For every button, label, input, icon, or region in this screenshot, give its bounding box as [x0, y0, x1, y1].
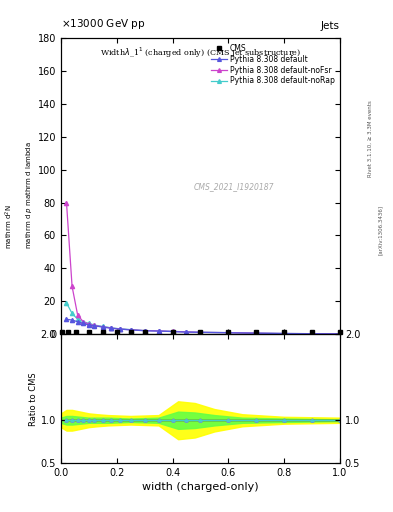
Text: Rivet 3.1.10, ≥ 3.3M events: Rivet 3.1.10, ≥ 3.3M events	[368, 100, 373, 177]
CMS	[114, 329, 119, 335]
Pythia 8.308 default-noFsr	[338, 331, 342, 337]
Pythia 8.308 default-noRap	[64, 300, 69, 306]
Pythia 8.308 default-noRap	[310, 331, 314, 337]
Line: Pythia 8.308 default-noFsr: Pythia 8.308 default-noFsr	[64, 201, 342, 336]
Pythia 8.308 default-noRap	[338, 331, 342, 337]
Pythia 8.308 default-noRap	[142, 328, 147, 334]
Pythia 8.308 default-noFsr	[117, 326, 122, 332]
Pythia 8.308 default-noRap	[117, 326, 122, 332]
CMS	[66, 329, 70, 335]
Pythia 8.308 default-noFsr	[142, 328, 147, 334]
Pythia 8.308 default-noRap	[70, 310, 74, 316]
Pythia 8.308 default	[101, 324, 105, 330]
Pythia 8.308 default-noFsr	[70, 283, 74, 289]
Line: Pythia 8.308 default-noRap: Pythia 8.308 default-noRap	[64, 301, 342, 336]
Text: Width$\lambda$_1$^1$ (charged only) (CMS jet substructure): Width$\lambda$_1$^1$ (charged only) (CMS…	[100, 46, 301, 60]
Pythia 8.308 default	[338, 331, 342, 337]
Pythia 8.308 default	[226, 330, 231, 336]
Pythia 8.308 default-noRap	[86, 321, 91, 327]
Pythia 8.308 default	[81, 321, 86, 327]
Pythia 8.308 default	[86, 322, 91, 328]
CMS	[282, 329, 286, 335]
Pythia 8.308 default	[184, 329, 189, 335]
X-axis label: width (charged-only): width (charged-only)	[142, 482, 259, 493]
Pythia 8.308 default-noRap	[81, 318, 86, 325]
Pythia 8.308 default-noFsr	[64, 200, 69, 206]
Pythia 8.308 default	[70, 317, 74, 323]
Pythia 8.308 default-noFsr	[184, 329, 189, 335]
Pythia 8.308 default-noFsr	[92, 323, 97, 329]
Pythia 8.308 default	[254, 330, 259, 336]
Pythia 8.308 default	[142, 328, 147, 334]
CMS	[74, 329, 79, 335]
Pythia 8.308 default-noRap	[282, 330, 286, 336]
Pythia 8.308 default-noFsr	[198, 329, 203, 335]
Pythia 8.308 default-noFsr	[156, 328, 161, 334]
CMS	[226, 329, 231, 335]
Pythia 8.308 default	[92, 323, 97, 329]
Pythia 8.308 default-noRap	[101, 324, 105, 330]
Pythia 8.308 default-noFsr	[310, 331, 314, 337]
Pythia 8.308 default	[156, 328, 161, 334]
Pythia 8.308 default-noRap	[92, 322, 97, 328]
Pythia 8.308 default-noFsr	[75, 312, 80, 318]
CMS	[310, 329, 314, 335]
CMS	[86, 329, 91, 335]
CMS	[60, 329, 65, 335]
Pythia 8.308 default-noRap	[170, 328, 175, 334]
Pythia 8.308 default	[128, 327, 133, 333]
Pythia 8.308 default	[170, 329, 175, 335]
CMS	[170, 329, 175, 335]
Pythia 8.308 default-noRap	[254, 330, 259, 336]
CMS	[254, 329, 259, 335]
Pythia 8.308 default	[75, 318, 80, 325]
Line: Pythia 8.308 default: Pythia 8.308 default	[64, 317, 342, 336]
Text: [arXiv:1306.3436]: [arXiv:1306.3436]	[378, 205, 383, 255]
Pythia 8.308 default-noFsr	[101, 324, 105, 330]
Legend: CMS, Pythia 8.308 default, Pythia 8.308 default-noFsr, Pythia 8.308 default-noRa: CMS, Pythia 8.308 default, Pythia 8.308 …	[210, 42, 336, 87]
Pythia 8.308 default	[198, 329, 203, 335]
Pythia 8.308 default	[117, 326, 122, 332]
Pythia 8.308 default-noRap	[128, 327, 133, 333]
Pythia 8.308 default-noRap	[156, 328, 161, 334]
Pythia 8.308 default-noFsr	[254, 330, 259, 336]
Line: CMS: CMS	[60, 330, 342, 334]
Text: Jets: Jets	[321, 22, 340, 31]
Pythia 8.308 default	[64, 316, 69, 323]
Pythia 8.308 default-noFsr	[282, 330, 286, 336]
Pythia 8.308 default-noFsr	[128, 327, 133, 333]
Pythia 8.308 default	[109, 325, 114, 331]
CMS	[101, 329, 105, 335]
Text: mathrm d$^2$N

mathrm d $p$ mathrm d lambda: mathrm d$^2$N mathrm d $p$ mathrm d lamb…	[4, 141, 34, 248]
Pythia 8.308 default-noRap	[226, 330, 231, 336]
Y-axis label: Ratio to CMS: Ratio to CMS	[29, 372, 38, 425]
CMS	[128, 329, 133, 335]
Pythia 8.308 default-noFsr	[226, 330, 231, 336]
CMS	[198, 329, 203, 335]
Pythia 8.308 default	[282, 330, 286, 336]
Pythia 8.308 default-noRap	[109, 325, 114, 331]
Pythia 8.308 default-noFsr	[81, 318, 86, 325]
CMS	[142, 329, 147, 335]
Pythia 8.308 default-noFsr	[170, 328, 175, 334]
Pythia 8.308 default-noRap	[198, 329, 203, 335]
Pythia 8.308 default-noFsr	[86, 321, 91, 327]
Pythia 8.308 default	[310, 331, 314, 337]
Pythia 8.308 default-noRap	[75, 316, 80, 323]
Text: CMS_2021_I1920187: CMS_2021_I1920187	[194, 182, 274, 190]
CMS	[338, 329, 342, 335]
Text: $\times$13000 GeV pp: $\times$13000 GeV pp	[61, 17, 145, 31]
Pythia 8.308 default-noRap	[184, 329, 189, 335]
Pythia 8.308 default-noFsr	[109, 325, 114, 331]
